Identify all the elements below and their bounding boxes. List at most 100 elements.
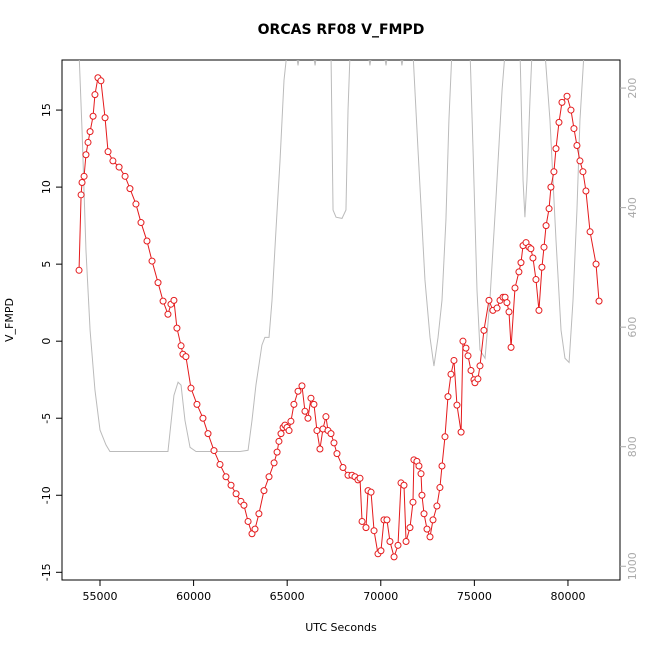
point (327, 430, 335, 438)
point (91, 91, 99, 99)
x-tick-label: 60000 (176, 590, 211, 603)
point (255, 510, 263, 518)
point (550, 168, 558, 176)
point (273, 448, 281, 456)
point (301, 407, 309, 415)
point (143, 237, 151, 245)
point (333, 450, 341, 458)
point (429, 516, 437, 524)
point (154, 279, 162, 287)
point (126, 185, 134, 193)
point (444, 393, 452, 401)
point (77, 191, 85, 199)
point (330, 439, 338, 447)
point (313, 427, 321, 435)
y-tick-label: 0 (40, 338, 53, 345)
y-tick-label: -5 (40, 413, 53, 424)
point (453, 401, 461, 409)
point (592, 260, 600, 268)
point (511, 284, 519, 292)
point (529, 254, 537, 262)
point (298, 382, 306, 390)
point (390, 553, 398, 561)
point (394, 541, 402, 549)
point (515, 268, 523, 276)
point (322, 413, 330, 421)
point (582, 187, 590, 195)
point (402, 537, 410, 545)
x-tick-label: 65000 (270, 590, 305, 603)
point (438, 462, 446, 470)
point (457, 428, 465, 436)
point (415, 462, 423, 470)
point (75, 266, 83, 274)
y-tick-label: 5 (40, 261, 53, 268)
point (307, 394, 315, 402)
point (480, 326, 488, 334)
series-line (78, 60, 585, 452)
point (570, 125, 578, 133)
point (78, 178, 86, 186)
point (545, 205, 553, 213)
point (232, 490, 240, 498)
point (532, 276, 540, 284)
point (227, 481, 235, 489)
point (89, 112, 97, 120)
point (433, 502, 441, 510)
x-tick-label: 80000 (550, 590, 585, 603)
y2-tick-label: 1000 (626, 552, 639, 580)
point (290, 400, 298, 408)
point (187, 384, 195, 392)
point (474, 375, 482, 383)
point (115, 163, 123, 171)
point (356, 474, 364, 482)
point (270, 459, 278, 467)
point (148, 257, 156, 265)
point (84, 138, 92, 146)
y2-tick-label: 600 (626, 317, 639, 338)
y-tick-label: 15 (40, 103, 53, 117)
point (542, 222, 550, 230)
point (265, 473, 273, 481)
point (164, 310, 172, 318)
point (406, 524, 414, 532)
point (552, 145, 560, 153)
point (579, 168, 587, 176)
point (409, 498, 417, 506)
point (447, 370, 455, 378)
point (277, 430, 285, 438)
x-tick-label: 70000 (363, 590, 398, 603)
y2-tick-label: 200 (626, 78, 639, 99)
y-tick-label: 10 (40, 180, 53, 194)
point (503, 299, 511, 307)
point (527, 245, 535, 253)
point (199, 414, 207, 422)
point (177, 342, 185, 350)
chart-title: ORCAS RF08 V_FMPD (258, 22, 425, 38)
point (420, 510, 428, 518)
x-tick-label: 75000 (457, 590, 492, 603)
point (462, 344, 470, 352)
point (159, 297, 167, 305)
y-tick-label: -10 (40, 486, 53, 504)
point (418, 491, 426, 499)
point (426, 533, 434, 541)
point (567, 106, 575, 114)
point (287, 417, 295, 425)
point (436, 484, 444, 492)
point (101, 114, 109, 122)
point (275, 437, 283, 445)
point (109, 157, 117, 165)
point (210, 447, 218, 455)
x-axis-label: UTC Seconds (305, 621, 377, 634)
point (423, 525, 431, 533)
point (137, 219, 145, 227)
point (358, 517, 366, 525)
point (204, 430, 212, 438)
point (370, 527, 378, 535)
y2-tick-label: 800 (626, 436, 639, 457)
point (86, 128, 94, 136)
point (104, 148, 112, 156)
point (576, 157, 584, 165)
point (507, 343, 515, 351)
